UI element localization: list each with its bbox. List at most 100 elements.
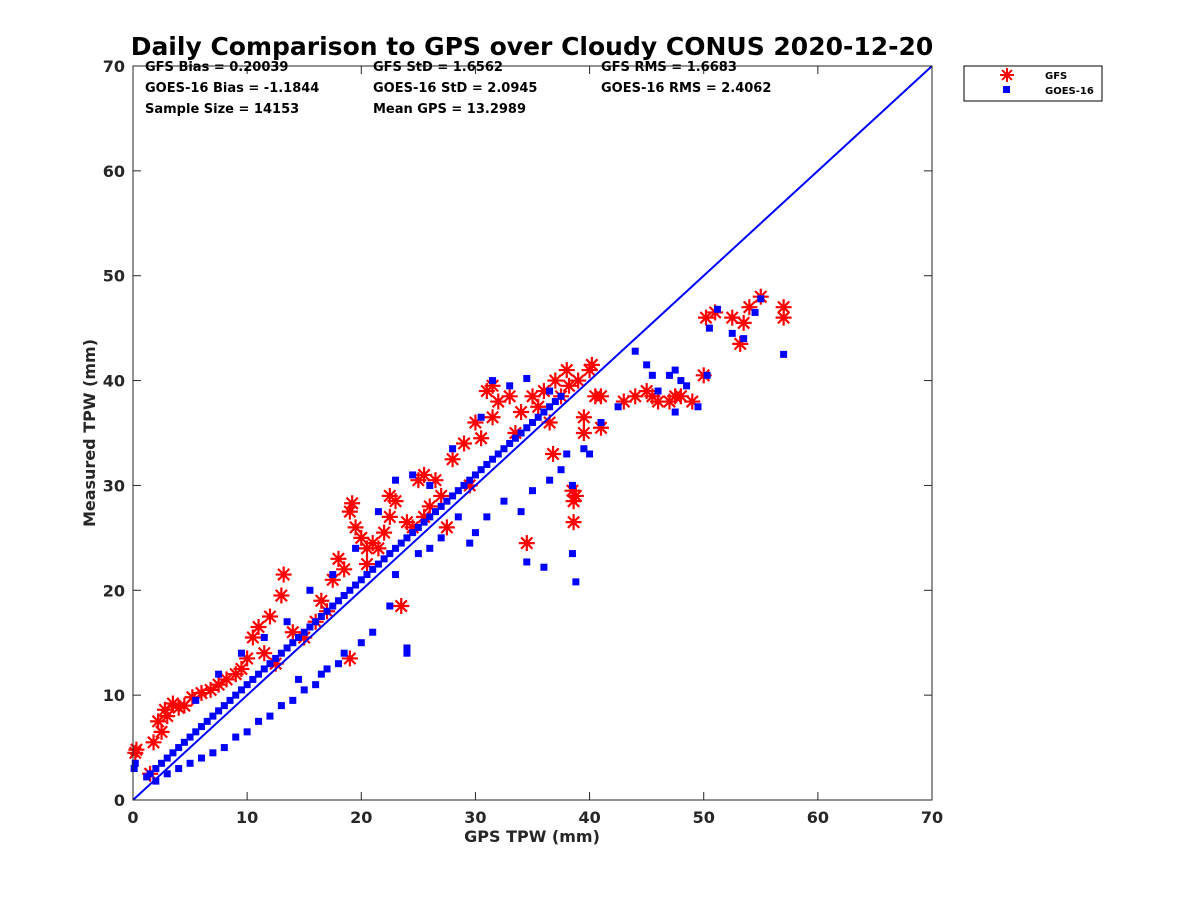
goes16-point	[329, 602, 337, 610]
goes16-point	[180, 738, 188, 746]
goes16-point	[317, 670, 325, 678]
goes16-point	[523, 424, 531, 432]
goes16-point	[597, 419, 605, 427]
goes16-point	[237, 686, 245, 694]
goes16-point	[409, 529, 417, 537]
stat-gfs-rms: GFS RMS = 1.6683	[601, 60, 737, 75]
gfs-point	[376, 524, 393, 541]
goes16-point	[131, 759, 139, 767]
goes16-point	[551, 398, 559, 406]
goes16-point	[483, 460, 491, 468]
goes16-point	[209, 749, 217, 757]
goes16-point	[703, 371, 711, 379]
goes16-point	[494, 450, 502, 458]
gfs-point	[490, 393, 507, 410]
goes16-point	[694, 403, 702, 411]
x-tick-label: 0	[127, 808, 138, 827]
gfs-point	[592, 388, 609, 405]
goes16-point	[563, 450, 571, 458]
gfs-point	[513, 404, 530, 421]
goes16-point	[540, 563, 548, 571]
goes16-point	[392, 544, 400, 552]
gfs-point	[724, 309, 741, 326]
gfs-point	[128, 741, 145, 758]
goes16-point	[175, 744, 183, 752]
goes16-point	[517, 508, 525, 516]
goes16-point	[414, 523, 422, 531]
goes16-point	[546, 387, 554, 395]
y-tick-label: 20	[103, 581, 125, 600]
stat-mean-gps: Mean GPS = 13.2989	[373, 102, 526, 117]
goes16-point	[295, 675, 303, 683]
gfs-point	[381, 508, 398, 525]
goes16-point	[546, 403, 554, 411]
goes16-point	[409, 471, 417, 479]
gfs-point	[545, 445, 562, 462]
gfs-point	[313, 592, 330, 609]
goes16-point	[323, 665, 331, 673]
goes16-point	[683, 382, 691, 390]
x-tick-label: 40	[578, 808, 600, 827]
goes16-point	[169, 749, 177, 757]
gfs-point	[501, 388, 518, 405]
goes16-point	[466, 476, 474, 484]
goes16-point	[386, 550, 394, 558]
goes16-point	[506, 439, 514, 447]
goes16-point	[546, 476, 554, 484]
goes16-point	[260, 665, 268, 673]
goes16-point	[392, 476, 400, 484]
goes16-point	[186, 759, 194, 767]
gfs-point	[627, 388, 644, 405]
goes16-point	[215, 707, 223, 715]
goes16-point	[352, 581, 360, 589]
goes16-point	[283, 644, 291, 652]
goes16-point	[163, 770, 171, 778]
gfs-point	[210, 676, 227, 693]
goes16-point	[557, 466, 565, 474]
goes16-point	[357, 639, 365, 647]
goes16-point	[334, 597, 342, 605]
gfs-point	[473, 430, 490, 447]
gfs-point	[336, 561, 353, 578]
goes16-point	[403, 649, 411, 657]
y-tick-label: 30	[103, 476, 125, 495]
legend-goes16-label: GOES-16	[1045, 86, 1094, 97]
legend-gfs-label: GFS	[1045, 71, 1067, 82]
goes16-point	[671, 408, 679, 416]
goes16-point	[671, 366, 679, 374]
goes16-point	[317, 613, 325, 620]
goes16-point	[648, 371, 656, 379]
gfs-point	[567, 487, 584, 504]
x-tick-label: 70	[921, 808, 943, 827]
goes16-point	[260, 633, 268, 641]
x-tick-label: 30	[464, 808, 486, 827]
y-tick-label: 60	[103, 162, 125, 181]
gfs-point	[256, 645, 273, 662]
gfs-point	[393, 598, 410, 615]
goes16-point	[728, 329, 736, 337]
goes16-point	[471, 471, 479, 479]
goes16-point	[192, 728, 200, 736]
goes16-point	[568, 550, 576, 558]
goes16-point	[374, 508, 382, 516]
gfs-point	[575, 425, 592, 441]
goes16-point	[197, 754, 205, 762]
chart-title: Daily Comparison to GPS over Cloudy CONU…	[131, 32, 934, 61]
goes16-point	[130, 765, 138, 773]
gfs-point	[438, 519, 455, 536]
gfs-point	[672, 388, 689, 405]
goes16-point	[277, 702, 285, 710]
goes16-point	[374, 560, 382, 568]
gfs-point	[444, 451, 461, 468]
goes16-point	[654, 387, 662, 395]
goes16-point	[483, 513, 491, 521]
goes16-point	[175, 765, 183, 773]
y-tick-label: 0	[114, 791, 125, 810]
stat-sample-size: Sample Size = 14153	[145, 102, 299, 117]
goes16-point	[306, 623, 314, 631]
goes16-point	[237, 649, 245, 657]
goes16-point	[631, 347, 639, 355]
goes16-point	[243, 681, 251, 689]
y-axis-label: Measured TPW (mm)	[80, 339, 99, 527]
